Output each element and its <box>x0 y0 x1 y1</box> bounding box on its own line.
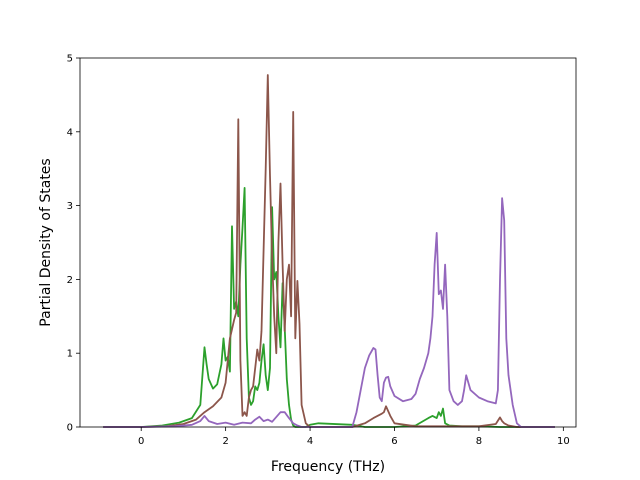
y-tick-label: 5 <box>67 54 73 65</box>
series-line-1 <box>103 186 555 428</box>
x-tick-label: 2 <box>222 436 228 447</box>
y-tick-label: 0 <box>67 423 73 434</box>
x-axis-ticks: 0 2 4 6 8 10 <box>138 427 570 447</box>
x-tick-label: 10 <box>557 436 570 447</box>
x-tick-label: 4 <box>307 436 313 447</box>
y-axis-label: Partial Density of States <box>38 158 54 326</box>
series-layer <box>103 74 555 428</box>
y-tick-label: 3 <box>67 201 73 212</box>
x-tick-label: 6 <box>391 436 397 447</box>
x-axis-label: Frequency (THz) <box>271 459 385 475</box>
x-tick-label: 8 <box>476 436 482 447</box>
series-line-2 <box>103 74 555 428</box>
series-line-3 <box>103 197 555 428</box>
plot-frame <box>79 57 577 428</box>
y-tick-label: 2 <box>67 275 73 286</box>
y-tick-label: 4 <box>67 127 73 138</box>
y-axis-ticks: 0 1 2 3 4 5 <box>67 54 80 434</box>
y-tick-label: 1 <box>67 349 73 360</box>
x-tick-label: 0 <box>138 436 144 447</box>
